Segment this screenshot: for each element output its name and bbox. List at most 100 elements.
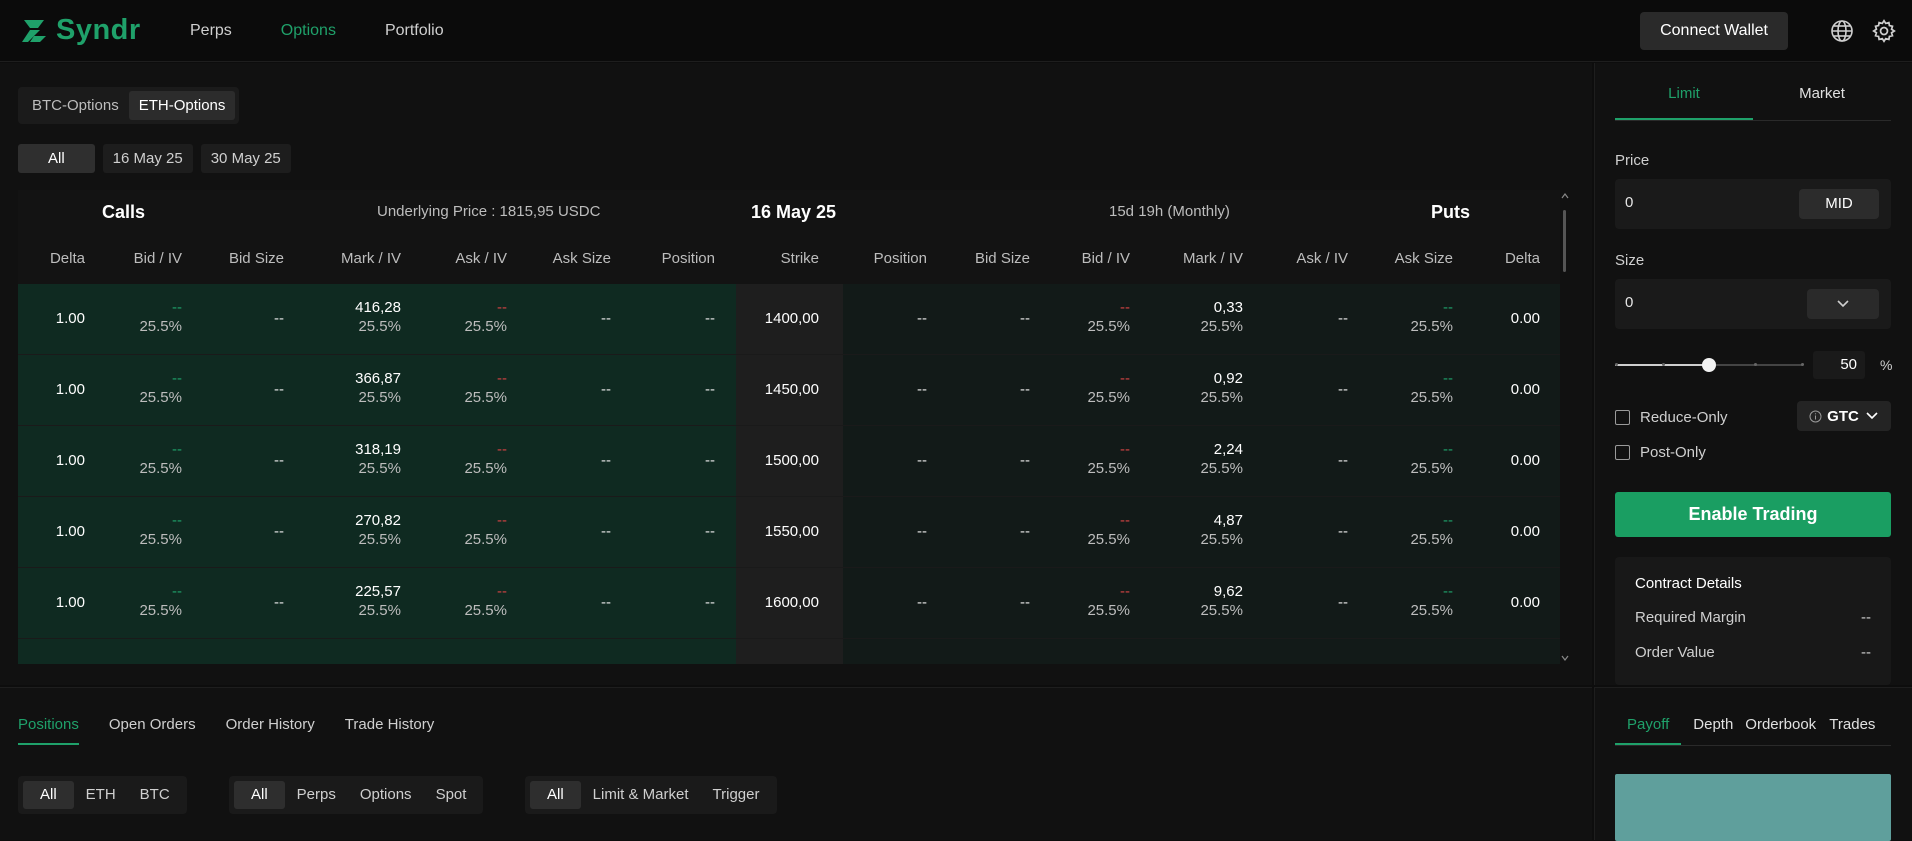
filter-type-perps[interactable]: Perps xyxy=(296,786,336,803)
cell-call-mark-iv[interactable]: 25.5% xyxy=(358,460,401,477)
expiry-tab-all[interactable]: All xyxy=(18,144,95,173)
cell-put-ask[interactable]: -- xyxy=(1338,594,1348,611)
size-input[interactable]: 0 xyxy=(1615,279,1891,329)
reduce-only-box[interactable] xyxy=(1615,410,1630,425)
cell-call-mark[interactable]: 366,87 xyxy=(355,370,401,387)
tab-depth[interactable]: Depth xyxy=(1693,716,1734,733)
cell-call-ask-iv[interactable]: 25.5% xyxy=(464,531,507,548)
cell-call-ask-iv[interactable]: 25.5% xyxy=(464,318,507,335)
size-slider-handle[interactable] xyxy=(1702,358,1716,372)
cell-put-bid[interactable]: -- xyxy=(1120,299,1130,316)
cell-put-bid-size[interactable]: -- xyxy=(1020,523,1030,540)
cell-call-bid-size[interactable]: -- xyxy=(274,452,284,469)
tab-order-history[interactable]: Order History xyxy=(225,716,315,733)
nav-options[interactable]: Options xyxy=(280,21,336,39)
cell-put-bid-iv[interactable]: 25.5% xyxy=(1087,602,1130,619)
tab-trades[interactable]: Trades xyxy=(1829,716,1876,733)
reduce-only-checkbox[interactable]: Reduce-Only xyxy=(1615,409,1728,426)
cell-put-ask-size[interactable]: -- xyxy=(1443,512,1453,529)
chain-scrollbar[interactable] xyxy=(1561,190,1569,664)
cell-put-mark-iv[interactable]: 25.5% xyxy=(1200,318,1243,335)
cell-call-mark-iv[interactable]: 25.5% xyxy=(358,318,401,335)
cell-put-bid-iv[interactable]: 25.5% xyxy=(1087,318,1130,335)
tab-positions[interactable]: Positions xyxy=(18,716,79,745)
cell-call-bid-iv[interactable]: 25.5% xyxy=(139,318,182,335)
cell-call-ask-size[interactable]: -- xyxy=(601,594,611,611)
filter-type-all[interactable]: All xyxy=(234,781,285,809)
cell-put-bid-size[interactable]: -- xyxy=(1020,381,1030,398)
cell-call-bid[interactable]: -- xyxy=(172,441,182,458)
cell-call-mark-iv[interactable]: 25.5% xyxy=(358,531,401,548)
tab-trade-history[interactable]: Trade History xyxy=(344,716,435,733)
enable-trading-button[interactable]: Enable Trading xyxy=(1615,492,1891,537)
cell-call-bid-iv[interactable]: 25.5% xyxy=(139,389,182,406)
cell-call-ask-size[interactable]: -- xyxy=(601,381,611,398)
cell-put-mark[interactable]: 0,33 xyxy=(1213,299,1243,316)
tab-eth-options[interactable]: ETH-Options xyxy=(128,91,236,120)
cell-put-mark[interactable]: 9,62 xyxy=(1213,583,1243,600)
expiry-tab-30-may[interactable]: 30 May 25 xyxy=(200,144,291,173)
cell-call-ask[interactable]: -- xyxy=(497,441,507,458)
filter-asset-btc[interactable]: BTC xyxy=(139,786,170,803)
logo[interactable]: Syndr xyxy=(20,14,190,47)
cell-put-mark[interactable]: 2,24 xyxy=(1213,441,1243,458)
tab-open-orders[interactable]: Open Orders xyxy=(108,716,196,733)
cell-put-ask[interactable]: -- xyxy=(1338,310,1348,327)
tab-orderbook[interactable]: Orderbook xyxy=(1745,716,1817,733)
cell-call-mark[interactable]: 225,57 xyxy=(355,583,401,600)
cell-call-mark[interactable]: 318,19 xyxy=(355,441,401,458)
cell-put-ask-size-iv[interactable]: 25.5% xyxy=(1410,318,1453,335)
size-unit-select[interactable] xyxy=(1807,289,1879,319)
cell-put-ask-size-iv[interactable]: 25.5% xyxy=(1410,460,1453,477)
cell-call-ask[interactable]: -- xyxy=(497,512,507,529)
tab-limit[interactable]: Limit xyxy=(1615,71,1753,120)
cell-call-ask-size[interactable]: -- xyxy=(601,310,611,327)
cell-put-ask-size[interactable]: -- xyxy=(1443,441,1453,458)
filter-type-spot[interactable]: Spot xyxy=(435,786,467,803)
connect-wallet-button[interactable]: Connect Wallet xyxy=(1640,11,1788,50)
cell-put-ask[interactable]: -- xyxy=(1338,523,1348,540)
cell-call-bid[interactable]: -- xyxy=(172,299,182,316)
chain-row[interactable]: 1.00 -- 25.5% -- 366,87 25.5% -- 25.5% -- -- 1450,… xyxy=(18,355,1560,426)
cell-call-bid-iv[interactable]: 25.5% xyxy=(139,531,182,548)
cell-put-ask-size[interactable]: -- xyxy=(1443,370,1453,387)
filter-order-all[interactable]: All xyxy=(530,781,581,809)
cell-put-bid-size[interactable]: -- xyxy=(1020,594,1030,611)
time-in-force-select[interactable]: GTC xyxy=(1797,401,1891,431)
price-input[interactable]: 0 MID xyxy=(1615,179,1891,229)
cell-put-bid[interactable]: -- xyxy=(1120,441,1130,458)
nav-portfolio[interactable]: Portfolio xyxy=(384,21,444,39)
cell-call-bid[interactable]: -- xyxy=(172,370,182,387)
cell-put-ask-size[interactable]: -- xyxy=(1443,299,1453,316)
globe-icon[interactable] xyxy=(1828,17,1856,45)
cell-call-bid[interactable]: -- xyxy=(172,583,182,600)
cell-call-bid-size[interactable]: -- xyxy=(274,381,284,398)
cell-put-ask-size[interactable]: -- xyxy=(1443,583,1453,600)
cell-call-ask-iv[interactable]: 25.5% xyxy=(464,602,507,619)
cell-call-mark-iv[interactable]: 25.5% xyxy=(358,602,401,619)
cell-put-bid[interactable]: -- xyxy=(1120,583,1130,600)
cell-put-ask-size-iv[interactable]: 25.5% xyxy=(1410,389,1453,406)
cell-put-ask[interactable]: -- xyxy=(1338,452,1348,469)
chain-row[interactable]: 1.00 -- 25.5% -- 318,19 25.5% -- 25.5% -- -- 1500,… xyxy=(18,426,1560,497)
cell-call-bid-iv[interactable]: 25.5% xyxy=(139,602,182,619)
cell-call-mark[interactable]: 270,82 xyxy=(355,512,401,529)
cell-call-mark-iv[interactable]: 25.5% xyxy=(358,389,401,406)
expiry-tab-16-may[interactable]: 16 May 25 xyxy=(102,144,193,173)
post-only-checkbox[interactable]: Post-Only xyxy=(1615,444,1706,461)
filter-limit-market[interactable]: Limit & Market xyxy=(592,786,689,803)
cell-call-ask-size[interactable]: -- xyxy=(601,523,611,540)
chain-scroll-thumb[interactable] xyxy=(1563,210,1566,272)
cell-call-ask-iv[interactable]: 25.5% xyxy=(464,460,507,477)
cell-put-bid-size[interactable]: -- xyxy=(1020,310,1030,327)
cell-put-bid-iv[interactable]: 25.5% xyxy=(1087,460,1130,477)
cell-put-mark-iv[interactable]: 25.5% xyxy=(1200,389,1243,406)
cell-call-ask[interactable]: -- xyxy=(497,299,507,316)
mid-button[interactable]: MID xyxy=(1799,189,1879,219)
cell-put-ask-size-iv[interactable]: 25.5% xyxy=(1410,602,1453,619)
cell-call-ask[interactable]: -- xyxy=(497,370,507,387)
cell-put-ask-size-iv[interactable]: 25.5% xyxy=(1410,531,1453,548)
tab-payoff[interactable]: Payoff xyxy=(1615,716,1682,745)
cell-call-ask-iv[interactable]: 25.5% xyxy=(464,389,507,406)
cell-call-ask-size[interactable]: -- xyxy=(601,452,611,469)
